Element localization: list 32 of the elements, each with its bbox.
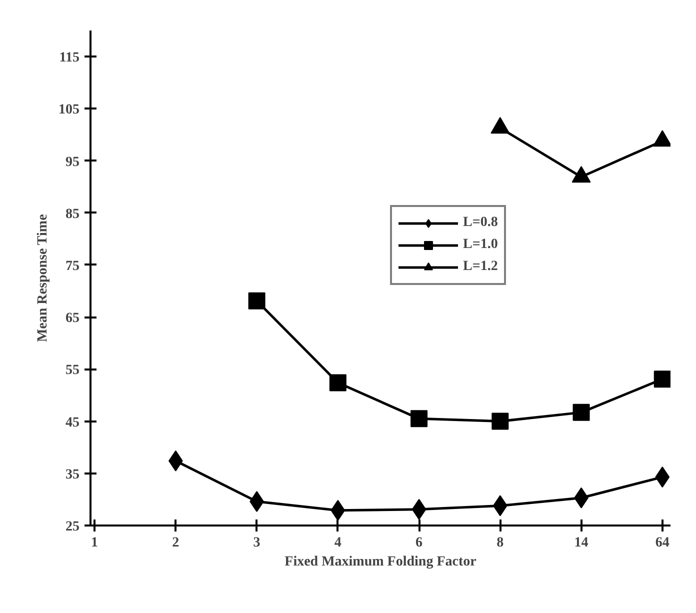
point — [492, 412, 509, 430]
point — [654, 370, 670, 388]
point — [329, 374, 346, 392]
y-tick-label: 55 — [66, 363, 80, 378]
x-tick-label: 1 — [91, 536, 98, 550]
legend-label: L=1.2 — [463, 259, 498, 275]
y-tick-label: 35 — [66, 467, 80, 482]
point — [652, 130, 670, 147]
x-tick-label: 8 — [496, 536, 504, 550]
x-tick-label: 2 — [172, 536, 180, 550]
point — [410, 410, 428, 428]
y-tick-label: 75 — [66, 258, 80, 274]
x-axis-title: Fixed Maximum Folding Factor — [284, 554, 476, 570]
x-tick-label: 14 — [574, 536, 588, 550]
x-tick-label: 6 — [416, 536, 423, 550]
point — [248, 292, 266, 310]
y-tick-label: 95 — [66, 154, 80, 170]
y-tick-label: 45 — [66, 415, 80, 430]
y-tick-label: 65 — [66, 311, 80, 326]
point — [572, 166, 591, 183]
point — [490, 117, 510, 134]
legend-label: L=0.8 — [463, 215, 498, 231]
x-tick-label: 4 — [334, 536, 342, 550]
legend-label: L=1.0 — [463, 237, 498, 253]
y-tick-label: 25 — [66, 520, 80, 534]
y-tick-label: 115 — [59, 50, 80, 66]
x-tick-label: 64 — [655, 536, 670, 550]
point — [572, 404, 590, 421]
y-tick-label: 105 — [58, 102, 80, 118]
y-tick-label: 85 — [66, 206, 80, 222]
x-tick-label: 3 — [253, 536, 260, 550]
y-axis-title: Mean Response Time — [36, 214, 50, 342]
